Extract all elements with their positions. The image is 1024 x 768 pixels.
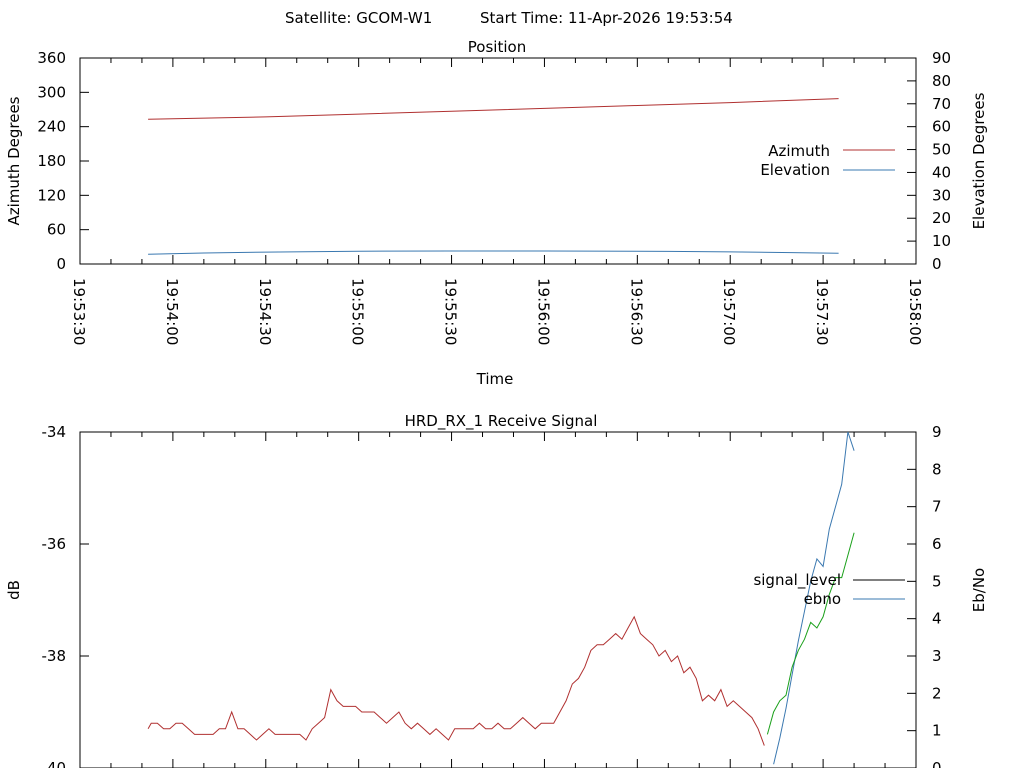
time-tick-labels: 19:53:30 19:54:00 19:54:30 19:55:00 19:55:30…: [70, 278, 924, 345]
series-line-ebno: [773, 431, 855, 765]
satellite-label: Satellite: GCOM-W1: [285, 9, 432, 27]
y-right-tick-label: 50: [932, 141, 951, 159]
legend-elevation-label: Elevation: [760, 161, 830, 179]
series-line-elevation: [148, 250, 839, 255]
x-tick-label: 19:56:00: [534, 278, 552, 345]
y-right-tick-label: 30: [932, 186, 951, 204]
receive-plot-frame: [79, 431, 917, 768]
start-time-label: Start Time: 11-Apr-2026 19:53:54: [480, 9, 733, 27]
y-left-tick-label: 360: [37, 49, 66, 67]
db-tick-labels: -34 -36 -38 -40: [42, 423, 67, 768]
elevation-tick-labels: 0 10 20 30 40 50 60 70 80 90: [932, 49, 951, 273]
x-tick-label: 19:55:00: [349, 278, 367, 345]
y-right-tick-label: 2: [932, 684, 942, 702]
position-chart-title: Position: [468, 38, 526, 56]
series-line-signal-level-locked-: [766, 532, 855, 735]
x-tick-label: 19:56:30: [627, 278, 645, 345]
receive-signal-chart: HRD_RX_1 Receive Signal -34 -36 -38 -40 0 1 2…: [5, 412, 988, 768]
y-left-tick-label: 60: [47, 221, 66, 239]
y-left-tick-label: 180: [37, 152, 66, 170]
legend-ebno-label: ebno: [804, 590, 841, 608]
x-tick-label: 19:57:00: [720, 278, 738, 345]
y-left-tick-label: -34: [42, 423, 67, 441]
y-left-tick-label: 300: [37, 83, 66, 101]
y-right-tick-label: 80: [932, 72, 951, 90]
y-left-tick-label: 240: [37, 118, 66, 136]
y-left-tick-label: -36: [42, 535, 67, 553]
y-right-tick-label: 6: [932, 535, 942, 553]
y-left-tick-label: -40: [42, 759, 67, 768]
y-left-tick-label: 0: [56, 255, 66, 273]
azimuth-axis-label: Azimuth Degrees: [5, 96, 23, 225]
y-right-tick-label: 7: [932, 498, 942, 516]
time-axis-label: Time: [476, 370, 514, 388]
y-right-tick-label: 40: [932, 163, 951, 181]
x-tick-label: 19:54:00: [163, 278, 181, 345]
y-right-tick-label: 60: [932, 118, 951, 136]
legend-signal-level-label: signal_level: [753, 571, 841, 590]
azimuth-tick-labels: 0 60 120 180 240 300 360: [37, 49, 66, 273]
y-right-tick-label: 0: [932, 759, 942, 768]
y-right-tick-label: 20: [932, 209, 951, 227]
x-tick-label: 19:57:30: [813, 278, 831, 345]
y-right-tick-label: 9: [932, 423, 942, 441]
db-axis-label: dB: [5, 580, 23, 600]
receive-axis-ticks: [79, 431, 917, 768]
position-chart: Position 0 60 120 180 240 300 360 0 10 20 30 40 50 6…: [5, 38, 988, 388]
ebno-tick-labels: 0 1 2 3 4 5 6 7 8 9: [932, 423, 942, 768]
position-legend: Azimuth Elevation: [760, 142, 895, 179]
x-tick-label: 19:53:30: [70, 278, 88, 345]
receive-legend: signal_level ebno: [753, 571, 905, 608]
y-right-tick-label: 0: [932, 255, 942, 273]
ebno-axis-label: Eb/No: [970, 568, 988, 612]
y-right-tick-label: 4: [932, 610, 942, 628]
y-right-tick-label: 5: [932, 572, 942, 590]
elevation-axis-label: Elevation Degrees: [970, 92, 988, 229]
y-left-tick-label: 120: [37, 186, 66, 204]
receive-chart-title: HRD_RX_1 Receive Signal: [405, 412, 598, 431]
receive-series: [147, 431, 855, 765]
y-right-tick-label: 1: [932, 722, 942, 740]
series-line-signal-level: [147, 615, 765, 746]
y-right-tick-label: 10: [932, 232, 951, 250]
legend-azimuth-label: Azimuth: [768, 142, 830, 160]
y-left-tick-label: -38: [42, 647, 67, 665]
y-right-tick-label: 3: [932, 647, 942, 665]
x-tick-label: 19:58:00: [906, 278, 924, 345]
y-right-tick-label: 8: [932, 460, 942, 478]
y-right-tick-label: 70: [932, 95, 951, 113]
y-right-tick-label: 90: [932, 49, 951, 67]
position-series: [148, 98, 839, 255]
series-line-azimuth: [148, 98, 839, 120]
x-tick-label: 19:55:30: [442, 278, 460, 345]
position-axis-ticks: [79, 57, 917, 265]
x-tick-label: 19:54:30: [256, 278, 274, 345]
